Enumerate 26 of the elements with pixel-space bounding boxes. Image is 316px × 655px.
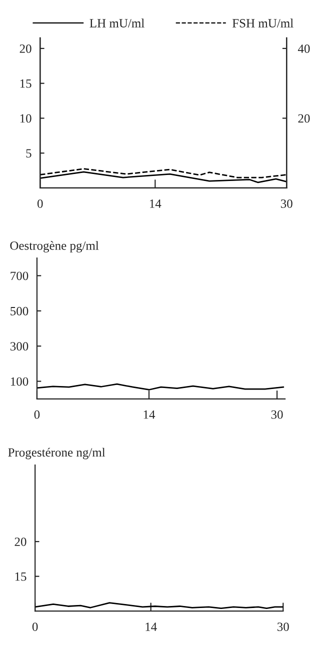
y-tick-label: 20 <box>20 44 32 53</box>
legend-label: FSH mU/ml <box>232 18 294 28</box>
y-tick-label: 20 <box>14 538 26 546</box>
y-tick-label: 5 <box>26 149 32 158</box>
x-tick-label: 30 <box>277 622 289 632</box>
y-tick-label: 10 <box>20 114 32 123</box>
y-tick-label: 15 <box>15 572 26 581</box>
y-tick-label: 100 <box>10 377 28 386</box>
y-tick-label: 15 <box>20 79 32 88</box>
y-tick-label: 700 <box>10 272 28 280</box>
y-tick-label: 500 <box>10 306 28 316</box>
x-tick-label: 30 <box>280 199 292 208</box>
y-axis-title: Oestrogène pg/ml <box>10 241 99 252</box>
y-axis-title: Progestérone ng/ml <box>8 448 106 460</box>
x-tick-label: 14 <box>146 622 157 631</box>
x-tick-label: 30 <box>271 410 283 419</box>
x-tick-label: 0 <box>37 199 43 208</box>
legend-label: LH mU/ml <box>90 18 144 28</box>
x-tick-label: 14 <box>144 410 156 419</box>
y2-tick-label: 40 <box>298 44 310 53</box>
y2-tick-label: 20 <box>298 114 310 123</box>
x-tick-label: 14 <box>150 200 162 208</box>
y-tick-label: 300 <box>10 342 28 351</box>
x-tick-label: 0 <box>32 622 38 632</box>
line-series <box>40 171 287 184</box>
x-tick-label: 0 <box>34 410 40 419</box>
